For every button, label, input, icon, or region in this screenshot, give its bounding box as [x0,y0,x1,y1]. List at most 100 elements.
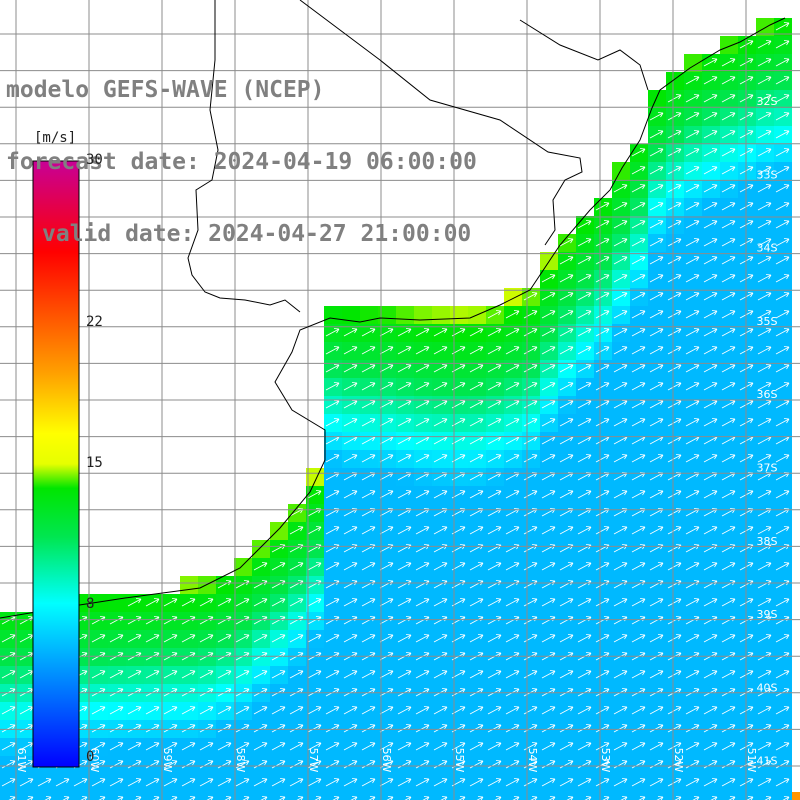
wind-arrow [559,382,574,391]
wind-cell [270,702,288,720]
wind-cell [288,612,306,630]
wind-cell [720,270,738,288]
wind-cell [414,486,432,504]
wind-cell [396,486,414,504]
wind-arrow [595,706,610,715]
wind-arrow [721,364,736,373]
wind-cell [738,702,756,720]
wind-arrow [595,724,610,733]
wind-arrow [649,148,664,157]
wind-arrow [505,778,520,787]
wind-arrow [721,724,736,733]
wind-cell [648,396,666,414]
wind-arrow [577,778,592,787]
wind-cell [738,162,756,180]
wind-arrow [361,706,376,715]
wind-cell [0,630,18,648]
wind-cell [558,432,576,450]
wind-arrow [415,490,430,499]
wind-cell [486,612,504,630]
wind-cell [648,648,666,666]
wind-arrow [667,634,682,643]
wind-cell [576,270,594,288]
wind-arrow [775,706,790,715]
wind-cell [594,558,612,576]
wind-cell [504,630,522,648]
wind-cell [234,792,252,800]
wind-cell [648,558,666,576]
wind-cell [360,414,378,432]
wind-cell [738,36,756,54]
wind-cell [594,360,612,378]
wind-cell [486,360,504,378]
wind-arrow [728,796,736,800]
wind-arrow [361,526,376,535]
wind-arrow [631,220,646,229]
wind-arrow [163,598,178,607]
wind-cell [756,630,774,648]
forecast-date: forecast date: 2024-04-19 06:00:00 [6,149,477,175]
wind-cell [612,540,630,558]
wind-cell [234,666,252,684]
wind-cell [486,576,504,594]
wind-arrow [710,796,718,800]
wind-cell [324,306,342,324]
wind-cell [720,72,738,90]
wind-arrow [523,382,538,391]
wind-cell [180,612,198,630]
wind-cell [540,450,558,468]
wind-cell [558,378,576,396]
wind-cell [108,702,126,720]
wind-arrow [775,94,790,103]
wind-arrow [775,256,790,265]
wind-arrow [541,346,556,355]
wind-arrow [343,490,358,499]
wind-cell [684,270,702,288]
wind-cell [90,702,108,720]
wind-arrow [271,760,286,769]
wind-cell [504,576,522,594]
wind-arrow [289,634,304,643]
lon-label: 55W [453,748,466,773]
wind-cell [360,504,378,522]
wind-arrow [307,490,322,499]
wind-arrow [577,364,592,373]
wind-arrow [613,616,628,625]
wind-cell [522,792,540,800]
wind-arrow [721,346,736,355]
wind-cell [288,648,306,666]
wind-cell [648,756,666,774]
lon-label: 59W [161,748,174,773]
wind-cell [702,198,720,216]
wind-cell [486,378,504,396]
wind-cell [666,702,684,720]
wind-cell [162,774,180,792]
wind-arrow [667,670,682,679]
wind-cell [252,648,270,666]
wind-arrow [595,760,610,769]
wind-arrow [685,76,700,85]
wind-cell [576,522,594,540]
wind-arrow [667,292,682,301]
wind-arrow [685,778,700,787]
wind-cell [216,612,234,630]
wind-cell [702,360,720,378]
wind-arrow [379,598,394,607]
wind-arrow [523,310,538,319]
wind-cell [576,612,594,630]
wind-cell [702,306,720,324]
wind-cell [666,648,684,666]
wind-cell [648,450,666,468]
wind-arrow [703,778,718,787]
wind-cell [324,504,342,522]
wind-cell [468,792,486,800]
wind-cell [414,702,432,720]
wind-arrow [505,526,520,535]
wind-arrow [325,346,340,355]
wind-arrow [505,760,520,769]
wind-cell [558,738,576,756]
wind-cell [126,648,144,666]
wind-arrow [685,382,700,391]
wind-arrow [685,112,700,121]
wind-arrow [343,418,358,427]
